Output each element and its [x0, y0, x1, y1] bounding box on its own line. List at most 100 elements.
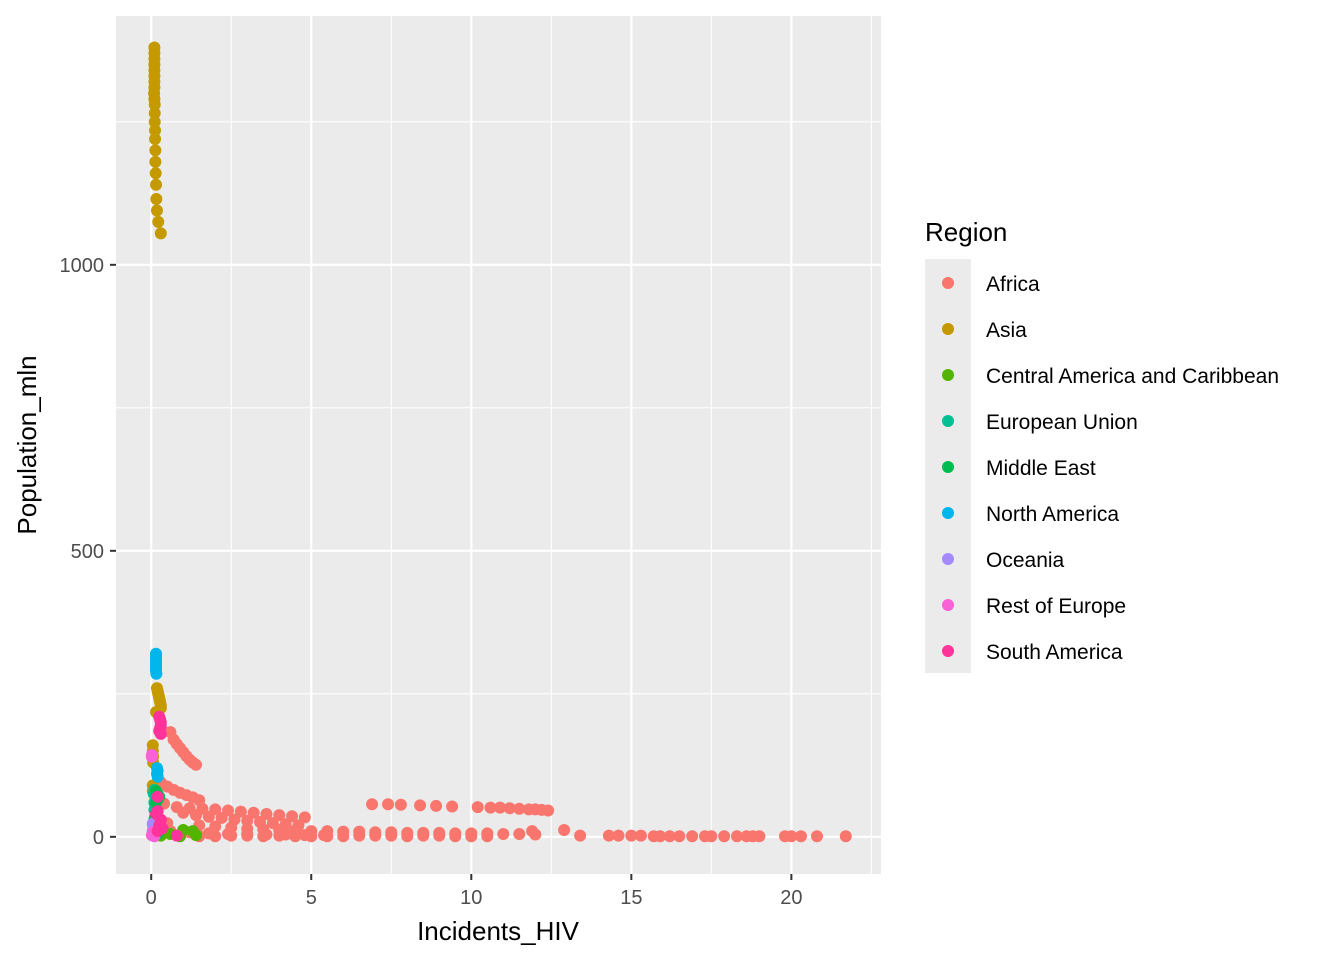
data-point [542, 804, 555, 817]
data-point [433, 829, 446, 842]
data-point [794, 830, 807, 843]
data-point [385, 829, 398, 842]
legend-label: Asia [986, 319, 1027, 342]
data-point [150, 667, 163, 680]
data-point [430, 799, 443, 812]
data-point [654, 830, 667, 843]
data-point [234, 805, 247, 818]
legend: Region Africa Asia Central America and Car… [925, 217, 1279, 673]
data-point [298, 811, 311, 824]
data-point [149, 155, 162, 168]
legend-label: North America [986, 503, 1119, 526]
data-point [149, 124, 162, 137]
legend-label: Oceania [986, 549, 1065, 572]
x-tick-label: 10 [460, 887, 482, 909]
data-point [730, 830, 743, 843]
data-point [260, 807, 273, 820]
legend-key [942, 369, 954, 381]
data-point [494, 801, 507, 814]
data-point [503, 802, 516, 815]
data-point [686, 830, 699, 843]
legend-key [942, 461, 954, 473]
data-point [558, 823, 571, 836]
data-point [481, 830, 494, 843]
data-point [394, 798, 407, 811]
data-point [190, 809, 203, 822]
y-tick-label: 1000 [60, 255, 105, 277]
data-point [366, 798, 379, 811]
data-point [353, 829, 366, 842]
data-point [148, 98, 161, 111]
data-point [785, 830, 798, 843]
legend-items: Africa Asia Central America and Caribbean E… [942, 273, 1279, 664]
x-axis: 0 5 10 15 20 [146, 874, 803, 909]
legend-label: Central America and Caribbean [986, 365, 1279, 388]
data-point [215, 811, 228, 824]
data-point [257, 830, 270, 843]
data-point [753, 830, 766, 843]
data-point [810, 830, 823, 843]
x-tick-label: 20 [780, 887, 802, 909]
data-point [151, 770, 164, 783]
legend-key [942, 323, 954, 335]
data-point [148, 107, 161, 120]
data-point [247, 806, 260, 819]
data-point [305, 830, 318, 843]
data-point [149, 132, 162, 145]
data-point [634, 829, 647, 842]
data-point [625, 829, 638, 842]
y-axis: 0 500 1000 [60, 255, 116, 849]
data-point [151, 790, 164, 803]
legend-key [942, 599, 954, 611]
data-point [151, 825, 164, 838]
data-point [705, 830, 718, 843]
x-tick-label: 0 [146, 887, 157, 909]
data-point [574, 829, 587, 842]
data-point [369, 829, 382, 842]
legend-key [942, 553, 954, 565]
data-point [190, 758, 203, 771]
data-point [446, 800, 459, 813]
data-point [497, 827, 510, 840]
data-point [471, 801, 484, 814]
data-point [202, 810, 215, 823]
data-point [148, 115, 161, 128]
legend-key [942, 415, 954, 427]
data-point [663, 830, 676, 843]
data-point [673, 830, 686, 843]
y-tick-label: 500 [71, 541, 104, 563]
data-point [602, 829, 615, 842]
data-point [414, 799, 427, 812]
data-point [150, 193, 163, 206]
data-point [273, 829, 286, 842]
y-axis-title: Population_mln [12, 355, 42, 534]
x-axis-title: Incidents_HIV [417, 916, 580, 946]
data-point [170, 829, 183, 842]
y-tick-label: 0 [93, 827, 104, 849]
data-point [145, 750, 158, 763]
data-point [273, 809, 286, 822]
x-tick-label: 15 [620, 887, 642, 909]
data-point [839, 830, 852, 843]
data-point [513, 827, 526, 840]
data-point [417, 829, 430, 842]
data-point [149, 167, 162, 180]
data-point [382, 798, 395, 811]
data-point [465, 830, 478, 843]
legend-label: Rest of Europe [986, 595, 1126, 618]
data-point [150, 178, 163, 191]
data-point [241, 829, 254, 842]
legend-label: South America [986, 641, 1123, 664]
legend-title: Region [925, 217, 1007, 247]
data-point [337, 830, 350, 843]
data-point [152, 215, 165, 228]
legend-label: Middle East [986, 457, 1096, 480]
legend-label: Africa [986, 273, 1040, 296]
data-point [612, 829, 625, 842]
grid-minor [116, 16, 881, 874]
data-point [209, 830, 222, 843]
data-point [149, 144, 162, 157]
data-point [449, 830, 462, 843]
data-point [154, 227, 167, 240]
